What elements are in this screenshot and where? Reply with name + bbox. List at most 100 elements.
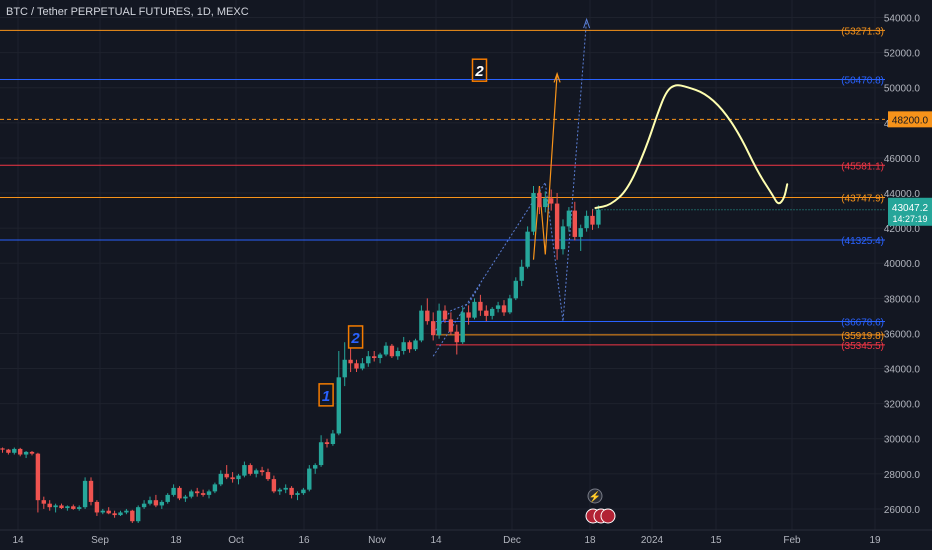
candle-body[interactable] [18,448,23,455]
candle-body[interactable] [307,468,312,490]
us-flag-event-icon[interactable] [600,508,616,524]
wave-label-box[interactable] [347,325,364,349]
candle-body[interactable] [189,491,194,497]
candle-body[interactable] [554,203,560,250]
candle-body[interactable] [259,470,265,473]
candle-body[interactable] [29,451,35,454]
candle-body[interactable] [100,510,105,513]
candle-body[interactable] [82,480,88,508]
candle-body[interactable] [318,442,324,466]
candle-body[interactable] [254,470,259,474]
candle-body[interactable] [560,226,566,250]
candle-body[interactable] [283,487,288,490]
candle-body[interactable] [389,345,395,357]
price-axis[interactable]: 26000.0 28000.0 30000.0 32000.0 34000.0 36000… [884,0,932,530]
candle-body[interactable] [41,500,46,504]
candle-body[interactable] [348,359,353,364]
candle-body[interactable] [413,340,418,350]
candle-body[interactable] [165,494,170,502]
candle-body[interactable] [543,198,548,208]
wave-labels[interactable]: 1 2 2 [318,58,488,407]
candle-body[interactable] [289,487,294,495]
candle-body[interactable] [525,231,530,267]
candle-body[interactable] [572,210,577,237]
candle-body[interactable] [566,210,572,227]
candle-body[interactable] [431,321,436,336]
forecast-curve-path[interactable] [594,84,789,209]
candle-body[interactable] [12,448,17,453]
candle-body[interactable] [124,510,129,513]
candle-body[interactable] [130,510,135,522]
candle-body[interactable] [6,449,11,453]
candle-body[interactable] [94,501,100,513]
candle-body[interactable] [206,491,212,495]
candle-body[interactable] [596,209,601,225]
candle-body[interactable] [136,507,141,522]
candle-body[interactable] [147,500,153,504]
candle-body[interactable] [395,350,400,357]
candle-body[interactable] [590,215,595,225]
candle-body[interactable] [35,453,41,501]
candle-body[interactable] [271,479,277,492]
orange-wave-path[interactable] [532,73,558,260]
candle-body[interactable] [377,354,383,359]
candle-body[interactable] [336,377,341,434]
candle-body[interactable] [372,356,377,359]
drawings[interactable] [432,17,591,357]
candle-body[interactable] [472,301,477,318]
candle-body[interactable] [436,310,442,336]
candle-body[interactable] [531,193,536,232]
candle-body[interactable] [537,193,542,208]
candle-body[interactable] [501,305,507,313]
candle-body[interactable] [218,473,223,485]
candle-body[interactable] [513,280,518,299]
candle-body[interactable] [366,356,371,364]
candle-body[interactable] [53,505,58,508]
wave-label-box[interactable] [318,383,334,407]
candle-body[interactable] [425,310,430,322]
candle-body[interactable] [77,507,82,509]
candle-body[interactable] [248,465,253,474]
candle-body[interactable] [495,305,501,309]
candle-body[interactable] [230,477,235,480]
candle-body[interactable] [330,433,336,445]
candle-body[interactable] [578,228,583,237]
candle-body[interactable] [141,503,147,508]
candle-body[interactable] [171,487,176,495]
wave-label-box[interactable] [471,58,488,82]
candle-body[interactable] [419,310,424,341]
forecast-curve[interactable] [592,84,886,211]
candle-body[interactable] [442,310,448,320]
candle-body[interactable] [354,363,359,369]
time-axis[interactable]: 14 Sep 18 Oct 16 Nov 14 Dec 18 2024 15 Feb 19 [0,529,932,550]
blue-dotted-path[interactable] [432,19,588,357]
candle-body[interactable] [265,472,271,480]
candle-body[interactable] [236,475,241,480]
candle-body[interactable] [47,503,52,508]
candle-body[interactable] [200,493,206,495]
event-markers[interactable]: ⚡ [585,488,616,524]
candle-body[interactable] [183,496,188,499]
candle-body[interactable] [88,480,94,502]
candle-body[interactable] [118,512,123,516]
candle-body[interactable] [454,331,459,343]
candle-body[interactable] [177,487,182,499]
candle-body[interactable] [106,510,111,514]
candle-body[interactable] [342,359,347,378]
candle-body[interactable] [484,310,489,316]
candle-body[interactable] [65,506,70,509]
candle-body[interactable] [519,266,524,281]
candle-body[interactable] [153,500,159,506]
candle-body[interactable] [313,465,318,469]
candle-body[interactable] [112,513,117,516]
candle-body[interactable] [277,489,282,492]
candle-body[interactable] [23,451,29,455]
candle-body[interactable] [195,491,200,494]
candlesticks[interactable] [0,186,601,523]
candle-body[interactable] [407,342,412,350]
candle-body[interactable] [460,312,465,343]
candle-body[interactable] [71,506,76,509]
level-48200-badge[interactable] [888,111,932,128]
candle-body[interactable] [507,298,513,313]
candle-body[interactable] [0,448,5,450]
